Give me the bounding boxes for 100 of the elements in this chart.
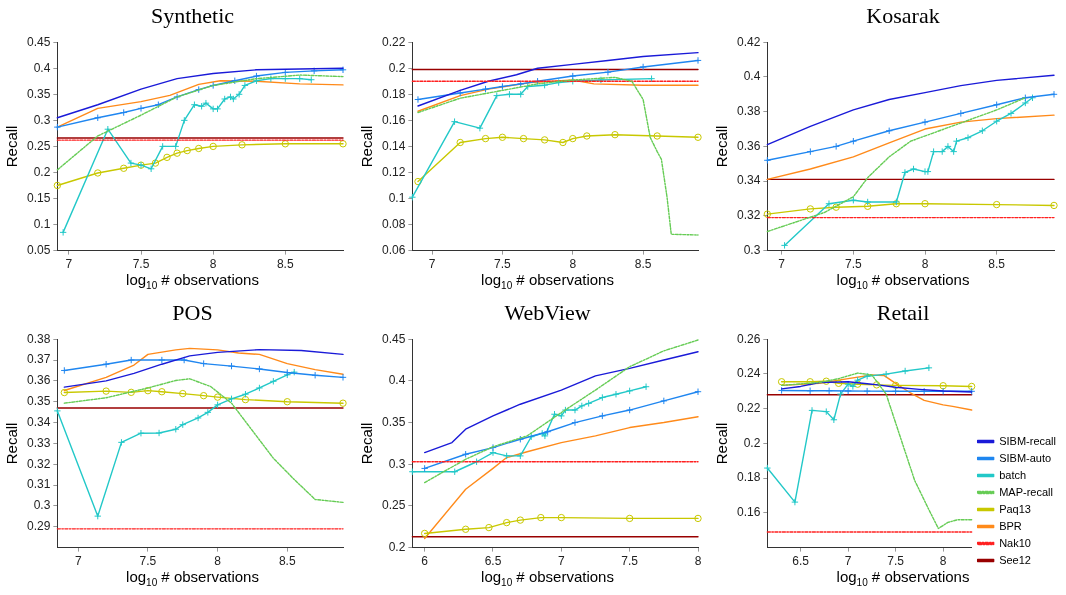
point bbox=[137, 429, 145, 437]
point bbox=[238, 141, 246, 149]
y-tick-label: 0.3 bbox=[388, 456, 406, 471]
y-axis-title: Recall bbox=[358, 422, 376, 465]
point bbox=[408, 193, 417, 201]
y-tick-label: 0.2 bbox=[743, 435, 761, 450]
x-tick-label: 7.5 bbox=[621, 554, 639, 569]
point bbox=[967, 382, 976, 391]
point bbox=[226, 93, 235, 101]
y-tick-label: 0.16 bbox=[382, 112, 406, 127]
point bbox=[60, 366, 69, 375]
point bbox=[267, 74, 275, 83]
y-tick-label: 0.45 bbox=[27, 34, 51, 49]
point bbox=[310, 67, 318, 75]
chart-title: Synthetic bbox=[149, 2, 236, 30]
point bbox=[949, 147, 958, 156]
point bbox=[952, 137, 961, 145]
point bbox=[557, 412, 566, 420]
x-tick-label: 8.5 bbox=[634, 257, 652, 272]
x-tick-label: 7.5 bbox=[139, 554, 157, 569]
y-axis-title: Recall bbox=[3, 422, 21, 465]
y-tick-label: 0.3 bbox=[743, 242, 761, 257]
y-tick-label: 0.36 bbox=[737, 138, 761, 153]
point bbox=[194, 414, 202, 422]
point bbox=[53, 181, 62, 190]
x-tick-label: 7 bbox=[844, 554, 852, 569]
point bbox=[158, 356, 166, 364]
point bbox=[836, 390, 845, 398]
point bbox=[60, 388, 69, 397]
point bbox=[929, 147, 938, 156]
x-axis-title: log$_{10}$ # observations bbox=[125, 271, 260, 293]
y-tick-label: 0.37 bbox=[27, 352, 51, 367]
point bbox=[694, 388, 702, 396]
point bbox=[604, 68, 612, 76]
x-tick-label: 6.5 bbox=[792, 554, 810, 569]
x-tick-label: 7.5 bbox=[494, 257, 512, 272]
point bbox=[199, 359, 208, 368]
point bbox=[694, 514, 702, 523]
point bbox=[1050, 90, 1058, 98]
legend-label: BPR bbox=[999, 519, 1022, 532]
point bbox=[516, 452, 525, 460]
point bbox=[763, 210, 772, 218]
point bbox=[281, 140, 289, 148]
point bbox=[461, 525, 470, 533]
point bbox=[235, 90, 243, 98]
y-tick-label: 0.25 bbox=[27, 138, 51, 153]
legend-label: Paq13 bbox=[999, 502, 1031, 515]
y-tick-label: 0.32 bbox=[27, 456, 51, 471]
x-axis-title: log$_{10}$ # observations bbox=[835, 271, 971, 293]
y-tick-label: 0.15 bbox=[27, 190, 51, 205]
x-tick-label: 8 bbox=[939, 554, 947, 569]
point bbox=[151, 159, 160, 167]
point bbox=[102, 360, 110, 368]
y-tick-label: 0.06 bbox=[382, 242, 406, 257]
point bbox=[180, 116, 189, 125]
legend-label: batch bbox=[999, 468, 1027, 481]
point bbox=[450, 117, 459, 126]
point bbox=[625, 514, 634, 523]
point bbox=[53, 123, 62, 131]
x-tick-label: 7.5 bbox=[887, 554, 905, 569]
y-tick-label: 0.26 bbox=[737, 331, 761, 346]
legend-label: Nak10 bbox=[999, 536, 1031, 549]
chart-title: Kosarak bbox=[865, 2, 941, 30]
point bbox=[241, 395, 250, 404]
point bbox=[944, 142, 952, 151]
y-tick-label: 0.32 bbox=[737, 208, 761, 223]
point bbox=[227, 362, 236, 370]
point bbox=[559, 138, 567, 147]
x-tick-label: 7 bbox=[428, 257, 436, 272]
point bbox=[540, 136, 549, 144]
point bbox=[158, 142, 167, 151]
point bbox=[339, 399, 347, 407]
y-tick-label: 0.4 bbox=[33, 60, 51, 75]
point bbox=[901, 367, 909, 375]
y-tick-label: 0.38 bbox=[737, 103, 761, 118]
x-tick-label: 7 bbox=[74, 554, 82, 569]
point bbox=[992, 200, 1001, 209]
x-tick-label: 8 bbox=[921, 257, 929, 272]
point bbox=[1021, 99, 1030, 107]
y-axis-title: Recall bbox=[358, 125, 376, 168]
point bbox=[863, 372, 871, 380]
point bbox=[561, 406, 570, 414]
point bbox=[806, 205, 815, 213]
point bbox=[180, 356, 188, 364]
point bbox=[173, 149, 181, 157]
point bbox=[647, 74, 656, 83]
point bbox=[920, 387, 928, 395]
point bbox=[806, 147, 815, 156]
point bbox=[584, 399, 593, 408]
x-tick-label: 8.5 bbox=[988, 257, 1006, 272]
point bbox=[598, 412, 607, 420]
y-tick-label: 0.2 bbox=[33, 164, 51, 179]
point bbox=[872, 381, 881, 389]
point bbox=[611, 130, 619, 139]
point bbox=[476, 124, 484, 132]
point bbox=[481, 134, 490, 143]
chart-title: Retail bbox=[875, 299, 931, 327]
point bbox=[825, 200, 833, 208]
point bbox=[694, 133, 702, 141]
line-series bbox=[56, 74, 344, 171]
